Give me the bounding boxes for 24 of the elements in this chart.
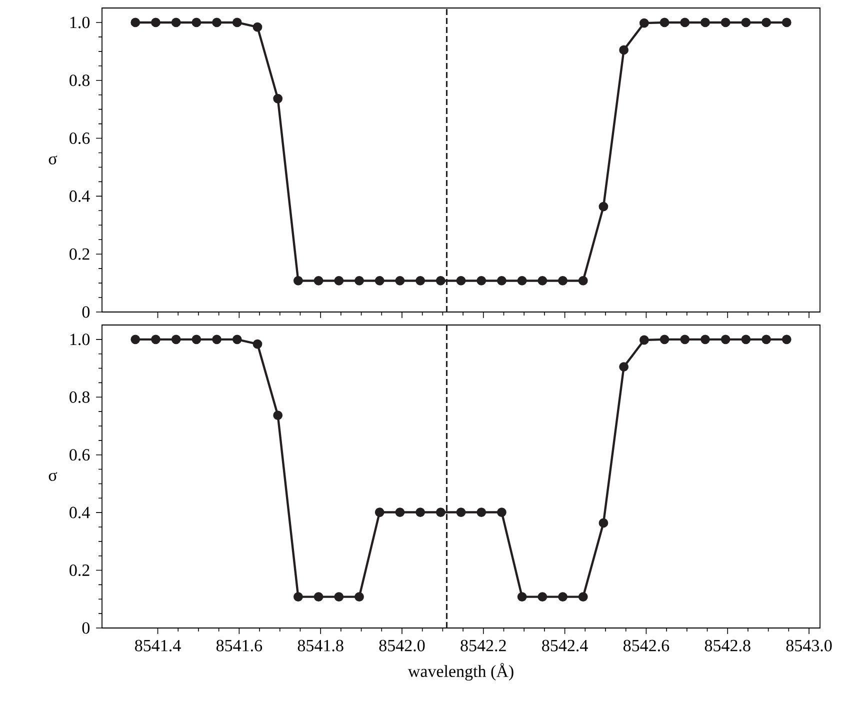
y-tick-label: 0.4 (70, 506, 90, 518)
x-tick-label: 8542.6 (623, 640, 670, 652)
x-tick-label: 8541.4 (135, 640, 181, 652)
x-tick-label: 8541.8 (298, 640, 344, 652)
y-tick-label: 1.0 (70, 16, 90, 28)
x-tick-label: 8542.0 (379, 640, 425, 652)
y-tick-label: 0.6 (70, 132, 90, 144)
y-tick-label: 0.2 (70, 248, 90, 260)
y-axis-title: σ (48, 472, 58, 481)
x-tick-label: 8542.4 (542, 640, 588, 652)
x-tick-label: 8541.6 (216, 640, 262, 652)
y-tick-label: 0.8 (70, 391, 90, 403)
x-tick-label: 8542.8 (704, 640, 750, 652)
y-tick-label: 1.0 (70, 334, 90, 346)
x-axis-title: wavelength (Å) (408, 662, 514, 681)
y-tick-label: 0 (82, 306, 90, 318)
x-tick-label: 8542.2 (460, 640, 506, 652)
y-axis-title: σ (48, 156, 58, 164)
x-tick-label: 8543.0 (786, 640, 832, 652)
y-tick-label: 0 (82, 622, 90, 634)
y-tick-label: 0.6 (70, 449, 90, 461)
y-tick-label: 0.4 (70, 190, 90, 202)
y-tick-label: 0.8 (70, 74, 90, 86)
y-tick-label: 0.2 (70, 564, 90, 576)
